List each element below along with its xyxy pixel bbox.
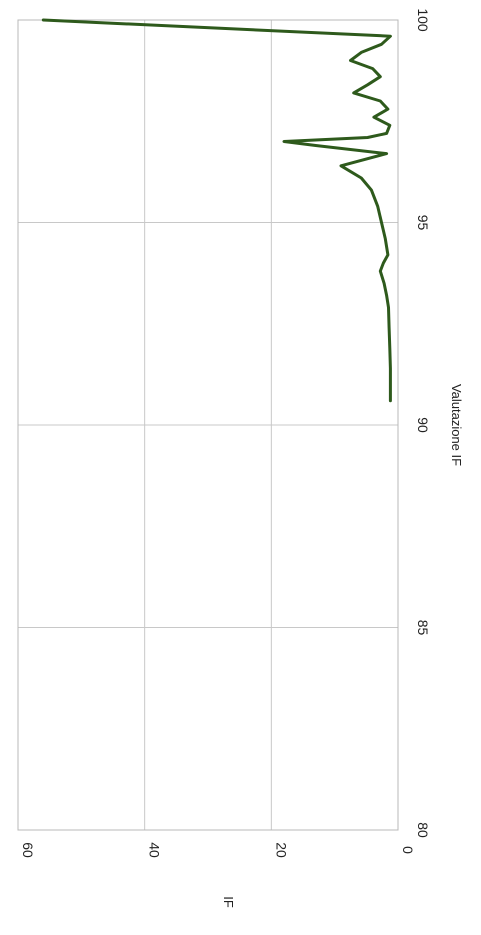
if-axis-ticks: 0 20 40 60 bbox=[20, 842, 416, 858]
y-tick-label: 0 bbox=[400, 846, 416, 854]
grid-lines bbox=[17, 19, 399, 831]
x-tick-label: 85 bbox=[415, 620, 431, 636]
x-tick-label: 80 bbox=[415, 822, 431, 838]
y-tick-label: 40 bbox=[147, 842, 163, 858]
plot-frame bbox=[17, 19, 399, 831]
x-tick-label: 90 bbox=[415, 417, 431, 433]
x-axis-label: Valutazione IF bbox=[449, 384, 464, 466]
x-tick-label: 95 bbox=[415, 215, 431, 231]
y-tick-label: 20 bbox=[273, 842, 289, 858]
y-axis-label: IF bbox=[221, 896, 236, 908]
series-line bbox=[41, 18, 392, 403]
valutazione-axis-ticks: 80 85 90 95 100 bbox=[415, 8, 431, 838]
y-tick-label: 60 bbox=[20, 842, 36, 858]
x-tick-label: 100 bbox=[415, 8, 431, 32]
